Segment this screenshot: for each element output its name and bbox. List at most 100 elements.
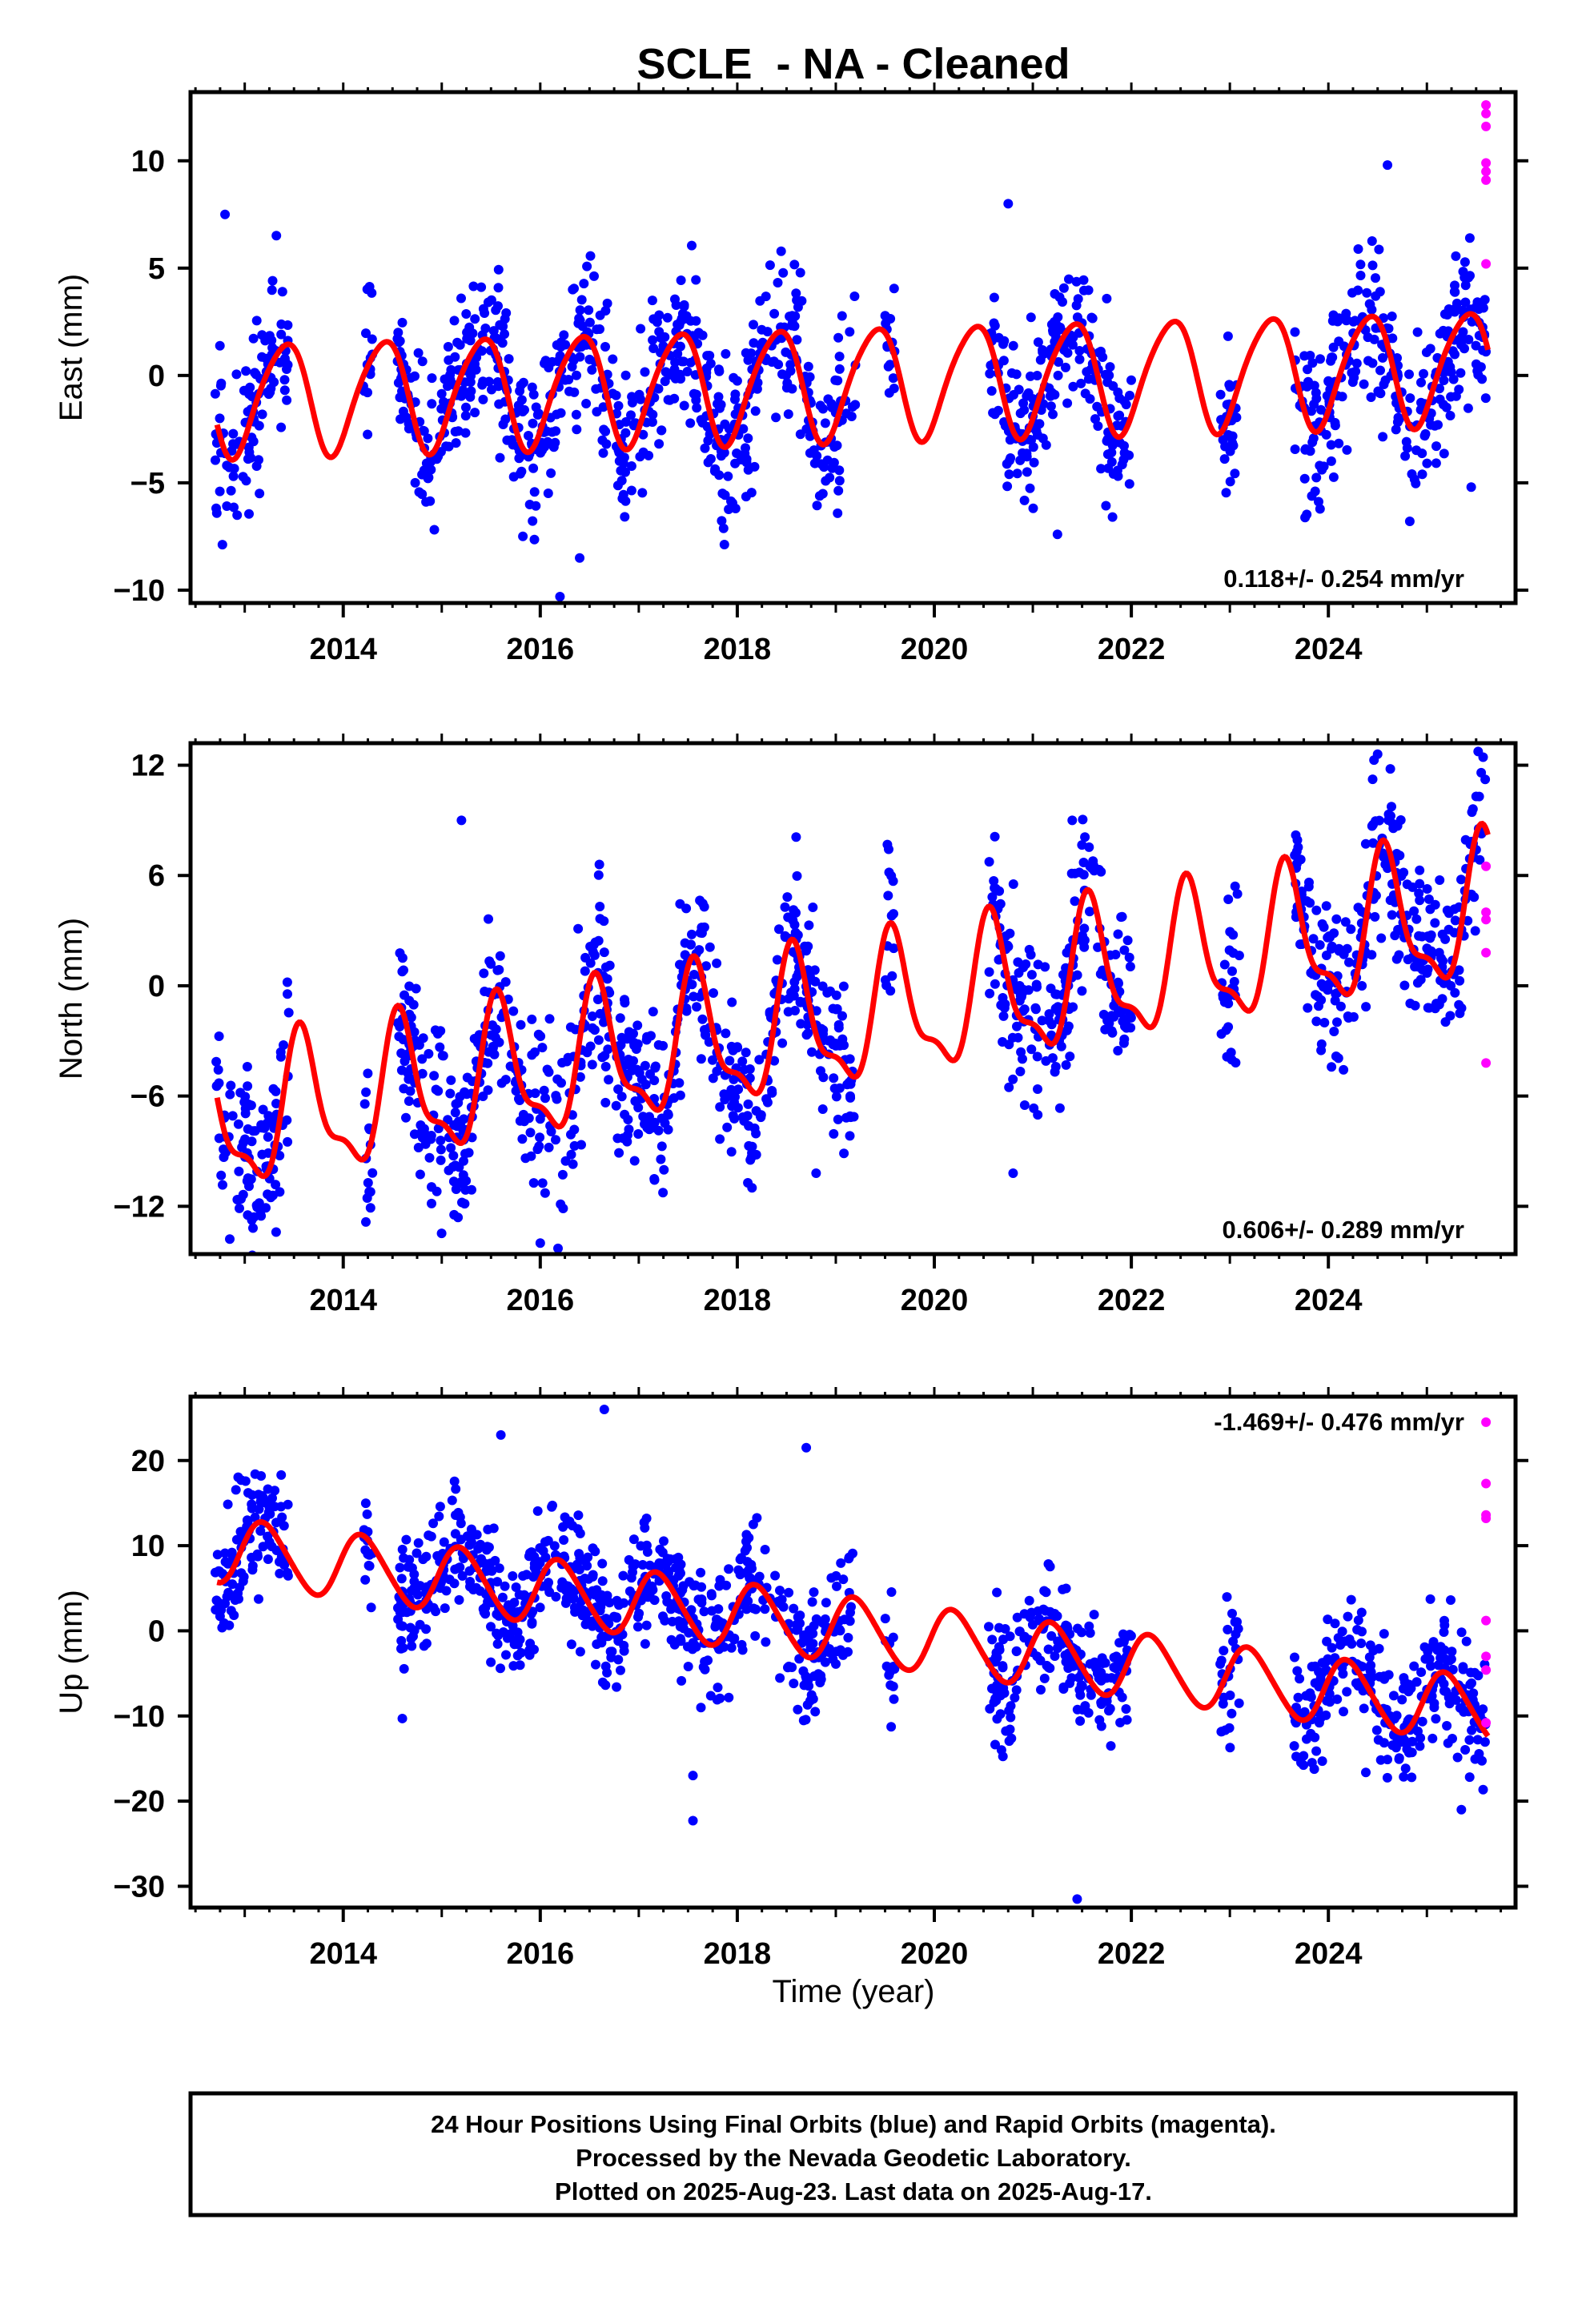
final-orbit-point xyxy=(670,357,681,368)
final-orbit-outlier xyxy=(688,1771,698,1781)
final-orbit-point xyxy=(1125,962,1135,971)
final-orbit-point xyxy=(1433,420,1443,430)
final-orbit-point xyxy=(1322,1636,1332,1647)
rapid-orbit-point xyxy=(1481,947,1492,958)
final-orbit-point xyxy=(670,373,681,384)
final-orbit-point xyxy=(634,1068,644,1078)
final-orbit-point xyxy=(1037,1015,1047,1026)
final-orbit-point xyxy=(1292,1666,1303,1676)
final-orbit-point xyxy=(242,1062,252,1072)
final-orbit-point xyxy=(1061,1583,1071,1594)
final-orbit-point xyxy=(1085,1628,1095,1638)
final-orbit-point xyxy=(228,471,239,481)
final-orbit-point xyxy=(589,1025,600,1035)
final-orbit-point xyxy=(787,320,797,331)
final-orbit-point xyxy=(1033,337,1043,348)
final-orbit-point xyxy=(886,911,897,921)
final-orbit-point xyxy=(694,945,705,955)
final-orbit-point xyxy=(649,1117,660,1128)
final-orbit-point xyxy=(219,1144,229,1155)
final-orbit-point xyxy=(1013,1032,1023,1043)
final-orbit-point xyxy=(1026,970,1037,980)
final-orbit-point xyxy=(606,1652,616,1663)
final-orbit-point xyxy=(750,406,761,416)
final-orbit-point xyxy=(773,278,783,287)
final-orbit-point xyxy=(283,1499,293,1510)
final-orbit-outlier xyxy=(397,1713,408,1723)
final-orbit-point xyxy=(396,414,405,424)
final-orbit-point xyxy=(1005,928,1015,939)
final-orbit-point xyxy=(1459,1707,1469,1717)
final-orbit-point xyxy=(696,1703,706,1713)
rapid-orbit-point xyxy=(1481,167,1492,177)
final-orbit-point xyxy=(1427,1733,1438,1743)
final-orbit-point xyxy=(1312,991,1323,1002)
final-orbit-point xyxy=(527,382,537,392)
y-tick-label: 6 xyxy=(148,859,165,893)
final-orbit-point xyxy=(421,1551,432,1562)
y-tick-label: −20 xyxy=(114,1785,165,1819)
final-orbit-point xyxy=(1321,951,1331,960)
velocity-rate-label: 0.606+/- 0.289 mm/yr xyxy=(1223,1216,1464,1244)
final-orbit-point xyxy=(587,1059,597,1070)
final-orbit-point xyxy=(602,974,612,984)
final-orbit-point xyxy=(1308,433,1319,444)
final-orbit-point xyxy=(1364,1652,1375,1663)
final-orbit-point xyxy=(743,1178,753,1188)
final-orbit-point xyxy=(985,988,995,999)
final-orbit-point xyxy=(1305,898,1315,908)
final-orbit-point xyxy=(1315,460,1325,471)
final-orbit-point xyxy=(1090,414,1100,424)
final-orbit-point xyxy=(508,1571,518,1581)
final-orbit-point xyxy=(1424,1654,1435,1664)
final-orbit-point xyxy=(1005,456,1014,465)
final-orbit-point xyxy=(811,1614,821,1624)
final-orbit-point xyxy=(1001,1726,1011,1736)
final-orbit-point xyxy=(1005,1631,1015,1642)
final-orbit-point xyxy=(250,1469,260,1479)
final-orbit-outlier xyxy=(1008,1168,1018,1179)
final-orbit-point xyxy=(640,1060,650,1071)
final-orbit-point xyxy=(794,1654,805,1664)
final-orbit-point xyxy=(1435,384,1444,394)
final-orbit-point xyxy=(1300,513,1311,523)
final-orbit-point xyxy=(1423,1003,1433,1013)
final-orbit-point xyxy=(1327,941,1337,951)
final-orbit-point xyxy=(677,1675,687,1686)
final-orbit-point xyxy=(283,1570,293,1581)
final-orbit-point xyxy=(633,1612,643,1622)
final-orbit-point xyxy=(1370,911,1380,922)
final-orbit-point xyxy=(559,330,569,340)
final-orbit-point xyxy=(783,1007,793,1017)
final-orbit-point xyxy=(421,1624,432,1634)
rapid-orbit-point xyxy=(1481,1665,1492,1675)
final-orbit-point xyxy=(1012,1612,1022,1622)
final-orbit-point xyxy=(556,337,566,348)
final-orbit-point xyxy=(675,1090,685,1100)
final-orbit-point xyxy=(1445,411,1456,420)
final-orbit-point xyxy=(1346,924,1356,935)
final-orbit-point xyxy=(757,324,767,335)
final-orbit-point xyxy=(1450,915,1460,926)
final-orbit-point xyxy=(408,999,419,1010)
final-orbit-outlier xyxy=(220,209,231,219)
final-orbit-point xyxy=(246,452,256,463)
final-orbit-point xyxy=(1403,955,1413,965)
final-orbit-point xyxy=(425,456,436,467)
final-orbit-point xyxy=(232,510,243,521)
final-orbit-point xyxy=(730,389,741,400)
final-orbit-point xyxy=(692,1002,702,1012)
final-orbit-point xyxy=(604,1075,614,1085)
plot-frame xyxy=(188,741,1518,1256)
final-orbit-point xyxy=(1219,1646,1229,1656)
final-orbit-point xyxy=(448,1176,459,1187)
final-orbit-point xyxy=(647,296,657,306)
final-orbit-point xyxy=(728,498,737,509)
rapid-orbit-point xyxy=(1481,1417,1492,1427)
final-orbit-point xyxy=(620,1109,630,1120)
final-orbit-point xyxy=(684,1627,694,1638)
final-orbit-point xyxy=(1048,327,1058,337)
final-orbit-point xyxy=(1399,867,1409,878)
final-orbit-point xyxy=(462,334,472,344)
